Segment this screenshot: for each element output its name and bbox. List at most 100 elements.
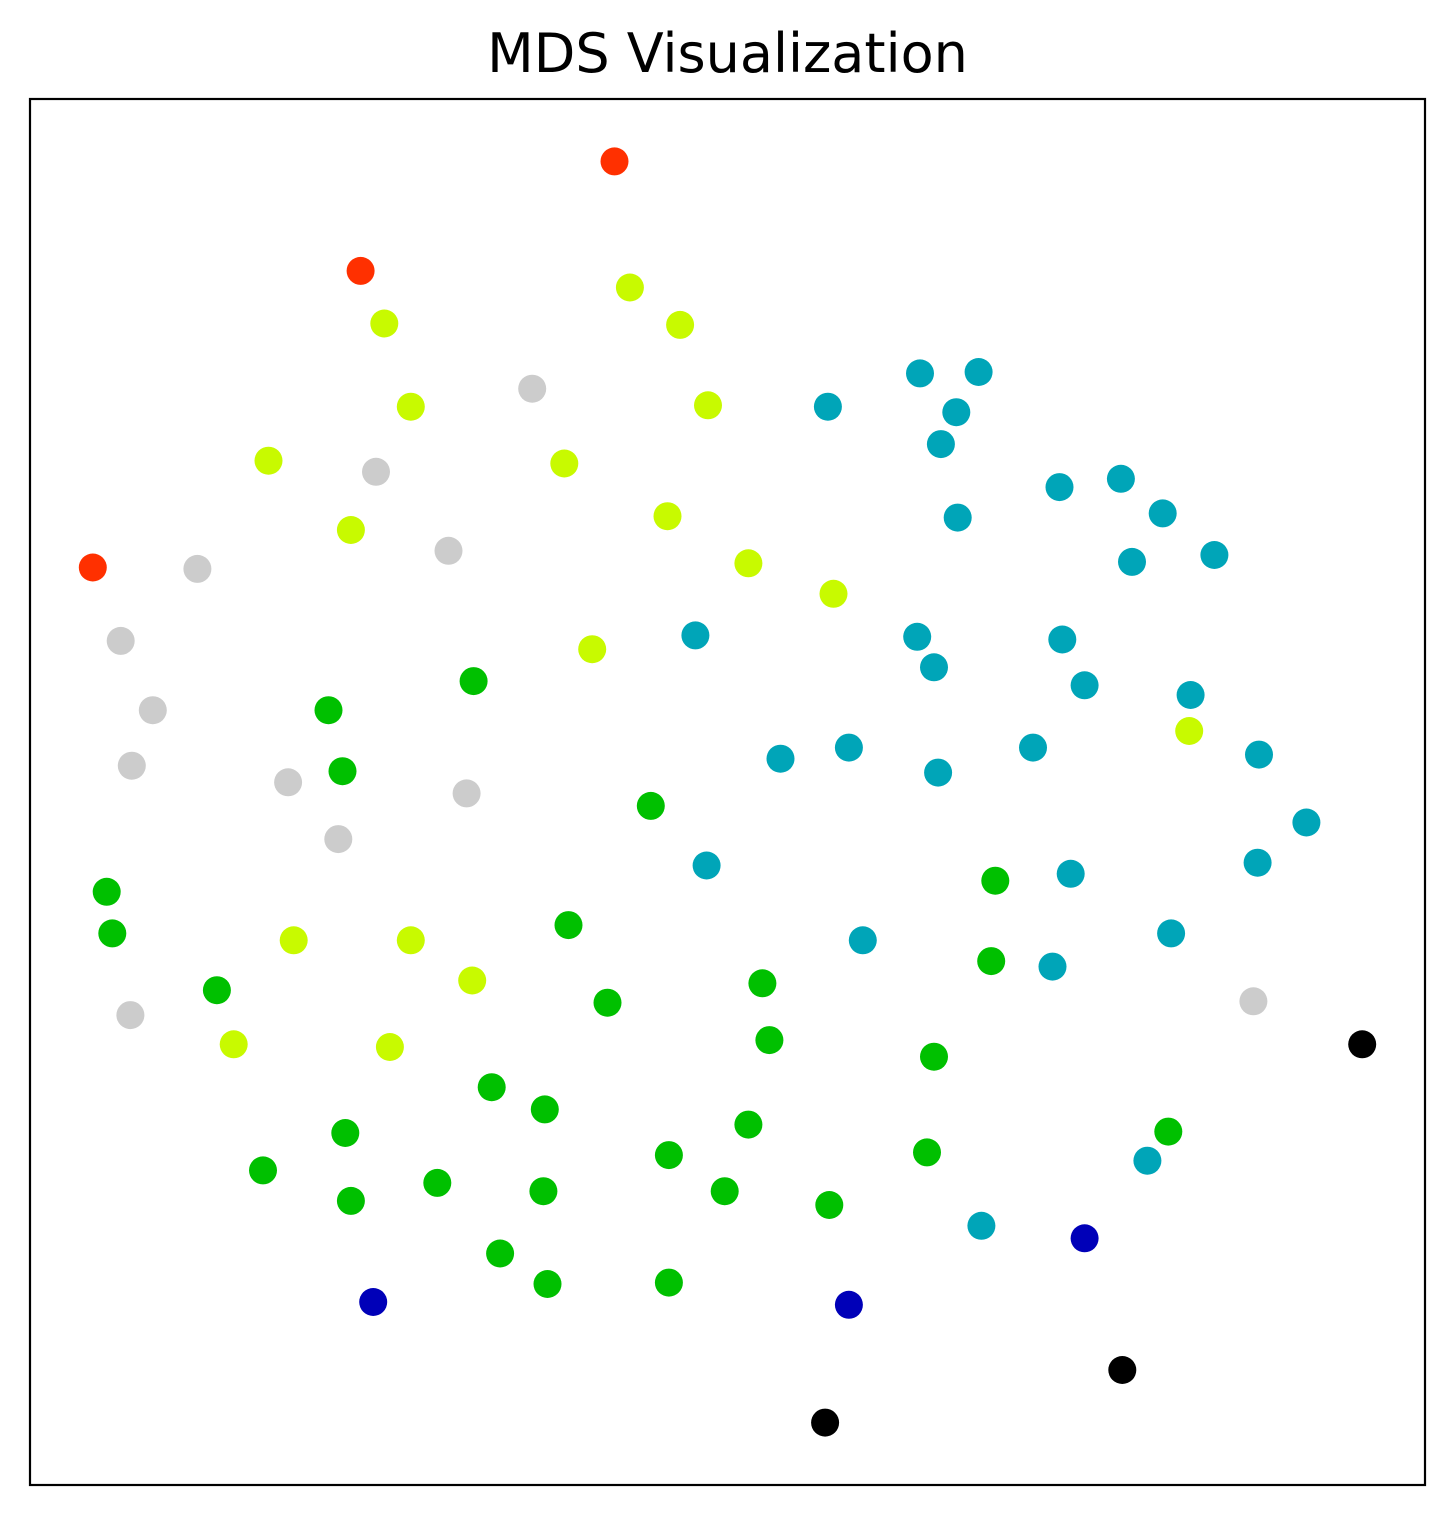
scatter-point [486, 1239, 515, 1268]
scatter-point [692, 851, 721, 880]
scatter-point [375, 1033, 404, 1061]
scatter-point [755, 1026, 784, 1055]
scatter-point [834, 733, 863, 762]
scatter-point [981, 866, 1010, 895]
scatter-point [967, 1211, 996, 1240]
scatter-point [1045, 473, 1074, 502]
scatter-point [734, 1110, 763, 1139]
scatter-point [518, 374, 547, 403]
scatter-point [748, 969, 777, 998]
scatter-point [249, 1156, 277, 1185]
scatter-point [1056, 859, 1085, 888]
scatter-point [138, 696, 167, 725]
scatter-point [202, 976, 231, 1005]
scatter-point [1106, 464, 1135, 493]
scatter-point [370, 309, 399, 338]
scatter-point [766, 744, 795, 773]
scatter-point [274, 768, 303, 797]
scatter-point [1133, 1146, 1162, 1175]
scatter-point [926, 430, 955, 459]
plot-frame [28, 97, 1427, 1487]
scatter-point [1154, 1117, 1183, 1146]
scatter-point [1176, 681, 1205, 709]
scatter-point [331, 1119, 360, 1147]
scatter-point [964, 358, 993, 386]
scatter-point [977, 947, 1006, 976]
scatter-point [834, 1290, 863, 1319]
scatter-point [848, 926, 877, 955]
scatter-point [1148, 499, 1177, 528]
scatter-point [1348, 1030, 1377, 1059]
scatter-point [1048, 625, 1077, 654]
scatter-point [452, 779, 481, 808]
scatter-point [1292, 808, 1321, 837]
scatter-point [529, 1177, 558, 1206]
points-layer [78, 147, 1377, 1437]
scatter-point [362, 457, 390, 486]
scatter-point [913, 1138, 941, 1167]
scatter-point [1070, 671, 1099, 700]
scatter-point [1038, 952, 1067, 981]
scatter-point [554, 911, 583, 940]
scatter-point [600, 147, 629, 176]
scatter-point [336, 516, 365, 544]
scatter-point [254, 446, 283, 475]
scatter-point [681, 621, 710, 650]
scatter-point [314, 696, 343, 725]
scatter-point [1019, 733, 1047, 762]
scatter-point [324, 825, 353, 854]
scatter-point [666, 310, 695, 339]
scatter-point [1239, 987, 1268, 1016]
scatter-point [1245, 740, 1273, 769]
scatter-point [1243, 848, 1272, 877]
scatter-point [98, 919, 127, 948]
scatter-point [477, 1073, 506, 1102]
scatter-point [1108, 1356, 1137, 1384]
scatter-point [116, 1001, 145, 1030]
scatter-point [530, 1095, 559, 1124]
scatter-point [906, 359, 934, 388]
scatter-point [279, 926, 308, 955]
scatter-point [328, 757, 357, 786]
scatter-point [593, 988, 622, 1017]
scatter-point [636, 791, 665, 820]
scatter-point [396, 926, 425, 955]
scatter-point [1070, 1224, 1099, 1253]
scatter-point [423, 1168, 452, 1197]
scatter-point [1175, 717, 1204, 745]
scatter-point [396, 392, 425, 421]
scatter-point [920, 1042, 948, 1071]
scatter-point [710, 1177, 739, 1206]
scatter-point [458, 966, 487, 995]
scatter-point [183, 554, 212, 583]
scatter-point [920, 653, 948, 682]
scatter-point [819, 579, 848, 608]
scatter-point [92, 877, 121, 906]
scatter-point [578, 635, 607, 664]
scatter-point [942, 398, 971, 427]
scatter-point [1157, 919, 1186, 948]
scatter-point [117, 751, 146, 780]
scatter-point [359, 1288, 388, 1316]
scatter-point [654, 1141, 683, 1170]
scatter-point [459, 667, 488, 696]
scatter-point [654, 1268, 683, 1297]
scatter-point [694, 391, 722, 420]
scatter-point [336, 1186, 365, 1215]
scatter-point [815, 1191, 844, 1219]
scatter-point [346, 256, 375, 285]
chart-title: MDS Visualization [487, 22, 968, 85]
scatter-point [434, 536, 463, 565]
scatter-point [219, 1030, 248, 1059]
scatter-point [615, 273, 644, 302]
scatter-point [533, 1270, 562, 1298]
scatter-point [813, 392, 842, 421]
scatter-point [1118, 547, 1146, 576]
scatter-point [943, 503, 972, 532]
scatter-point [734, 549, 763, 578]
scatter-point [924, 758, 953, 787]
scatter-point [903, 622, 932, 651]
scatter-point [811, 1408, 840, 1437]
scatter-point [78, 553, 107, 582]
